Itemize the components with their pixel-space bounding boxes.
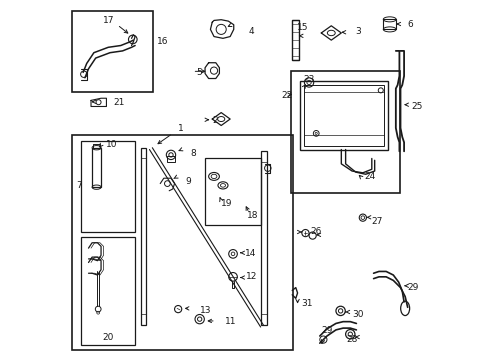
- Bar: [300, 81, 387, 149]
- Text: 14: 14: [244, 249, 255, 258]
- Bar: [140, 148, 145, 325]
- Text: 31: 31: [300, 299, 312, 308]
- Bar: [81, 237, 135, 345]
- Text: 25: 25: [410, 102, 422, 111]
- Text: 16: 16: [156, 37, 168, 46]
- Bar: [167, 156, 174, 162]
- Bar: [204, 158, 260, 225]
- Text: 8: 8: [190, 149, 196, 158]
- Text: 9: 9: [185, 177, 191, 186]
- Bar: [303, 85, 384, 146]
- Bar: [81, 140, 135, 232]
- Text: 12: 12: [246, 272, 257, 281]
- Text: 15: 15: [297, 23, 308, 32]
- Text: 1: 1: [178, 123, 183, 132]
- Text: 27: 27: [371, 217, 383, 226]
- Text: 24: 24: [364, 172, 375, 181]
- Bar: [292, 21, 298, 60]
- Text: 20: 20: [102, 333, 114, 342]
- Bar: [290, 71, 400, 193]
- Text: 17: 17: [102, 16, 114, 25]
- Text: 3: 3: [355, 27, 361, 36]
- Text: 21: 21: [113, 98, 125, 107]
- Text: 26: 26: [310, 228, 322, 237]
- Text: 29: 29: [407, 283, 418, 292]
- Bar: [72, 12, 153, 92]
- Text: 19: 19: [221, 199, 232, 208]
- Text: 29: 29: [321, 326, 332, 335]
- Text: 13: 13: [199, 306, 211, 315]
- Text: 23: 23: [303, 75, 314, 84]
- Bar: [72, 135, 292, 350]
- Text: 7: 7: [77, 181, 82, 190]
- Text: 30: 30: [351, 310, 363, 319]
- Bar: [92, 148, 101, 187]
- Text: 5: 5: [196, 68, 202, 77]
- Text: 4: 4: [247, 27, 253, 36]
- Text: 2: 2: [212, 116, 218, 125]
- Text: 28: 28: [346, 335, 357, 344]
- Text: 6: 6: [407, 19, 412, 28]
- Text: 10: 10: [106, 140, 118, 149]
- Text: 11: 11: [224, 317, 236, 326]
- Text: 18: 18: [247, 211, 258, 220]
- Bar: [260, 151, 266, 325]
- Text: 22: 22: [281, 91, 292, 100]
